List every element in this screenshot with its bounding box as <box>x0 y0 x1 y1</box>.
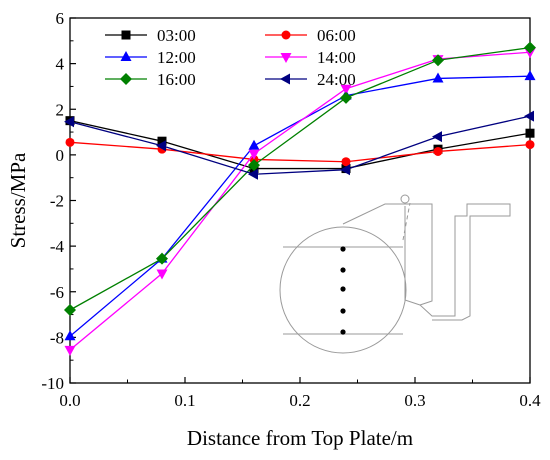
inset-girder-outline <box>342 203 511 321</box>
legend-item-1600: 16:00 <box>105 70 196 89</box>
legend-label: 06:00 <box>317 26 356 45</box>
legend-marker <box>280 53 292 63</box>
legend-item-0600: 06:00 <box>265 26 356 45</box>
series-line-0300 <box>69 120 531 170</box>
data-point-0300 <box>157 136 167 146</box>
data-point-1400 <box>248 149 260 160</box>
data-point-1400 <box>156 269 168 280</box>
inset-magnifier-circle <box>279 226 407 354</box>
y-tick-label: -2 <box>50 192 64 211</box>
series-0300 <box>65 116 535 174</box>
series-2400 <box>64 110 534 180</box>
data-point-2400 <box>156 140 166 152</box>
series-1400 <box>64 48 536 356</box>
data-point-1600 <box>432 54 444 67</box>
legend-item-1200: 12:00 <box>105 48 196 67</box>
series-1600 <box>64 41 536 316</box>
data-point-2400 <box>248 168 258 180</box>
legend-label: 16:00 <box>157 70 196 89</box>
data-point-0600 <box>433 146 443 156</box>
legend-label: 24:00 <box>317 70 356 89</box>
legend-label: 03:00 <box>157 26 196 45</box>
inset-measurement-point <box>340 329 346 335</box>
data-point-1600 <box>248 159 260 172</box>
inset-girder-web <box>404 206 421 306</box>
x-tick-label: 0.2 <box>289 391 310 410</box>
y-tick-label: 2 <box>56 100 65 119</box>
legend-marker <box>120 73 132 85</box>
legend-marker <box>281 30 291 40</box>
inset-measurement-point <box>340 246 346 252</box>
data-point-0600 <box>341 157 351 167</box>
legend-marker <box>121 30 131 40</box>
data-point-1200 <box>432 72 444 83</box>
data-point-1200 <box>524 70 536 81</box>
data-point-1600 <box>156 252 168 265</box>
y-tick-label: 0 <box>56 146 65 165</box>
legend-item-0300: 03:00 <box>105 26 196 45</box>
data-point-2400 <box>432 131 442 143</box>
series-line-1400 <box>69 51 531 351</box>
legend-label: 12:00 <box>157 48 196 67</box>
y-tick-label: -10 <box>41 374 64 393</box>
data-point-2400 <box>64 116 74 128</box>
inset-measurement-points <box>340 246 346 335</box>
x-tick-label: 0.4 <box>519 391 541 410</box>
series-line-1600 <box>69 47 531 311</box>
data-point-1600 <box>340 91 352 104</box>
y-tick-label: -8 <box>50 328 64 347</box>
series-line-2400 <box>69 115 531 175</box>
inset-leader-end <box>400 194 410 204</box>
x-tick-label: 0.1 <box>174 391 195 410</box>
y-tick-label: -6 <box>50 283 64 302</box>
data-point-1400 <box>340 84 352 95</box>
inset-measurement-point <box>340 308 346 314</box>
legend-item-2400: 24:00 <box>265 70 356 89</box>
x-tick-label: 0.0 <box>59 391 80 410</box>
y-tick-label: 4 <box>56 55 65 74</box>
legend-marker <box>280 73 290 85</box>
inset-measurement-point <box>340 267 346 273</box>
y-tick-label: -4 <box>50 237 65 256</box>
inset-leader-line <box>402 202 411 241</box>
series-line-0600 <box>69 141 531 163</box>
data-point-2400 <box>524 110 534 122</box>
data-point-0300 <box>525 128 535 138</box>
cross-section-inset <box>279 194 511 354</box>
legend-marker <box>120 51 132 61</box>
series-line-1200 <box>69 75 531 337</box>
x-tick-label: 0.3 <box>404 391 425 410</box>
data-point-1200 <box>248 139 260 150</box>
data-point-1200 <box>64 330 76 341</box>
data-point-1600 <box>524 41 536 54</box>
legend-item-1400: 14:00 <box>265 48 356 67</box>
y-axis-title: Stress/MPa <box>6 152 30 248</box>
data-point-1400 <box>64 345 76 356</box>
y-tick-label: 6 <box>56 9 65 28</box>
plot-frame <box>69 17 531 384</box>
series-1200 <box>64 70 536 341</box>
legend-label: 14:00 <box>317 48 356 67</box>
data-point-0600 <box>525 140 535 150</box>
series-0600 <box>65 137 535 167</box>
inset-measurement-point <box>340 286 346 292</box>
data-point-2400 <box>340 164 350 176</box>
data-point-0600 <box>65 137 75 147</box>
data-point-1600 <box>64 304 76 316</box>
x-axis-title: Distance from Top Plate/m <box>187 426 413 450</box>
